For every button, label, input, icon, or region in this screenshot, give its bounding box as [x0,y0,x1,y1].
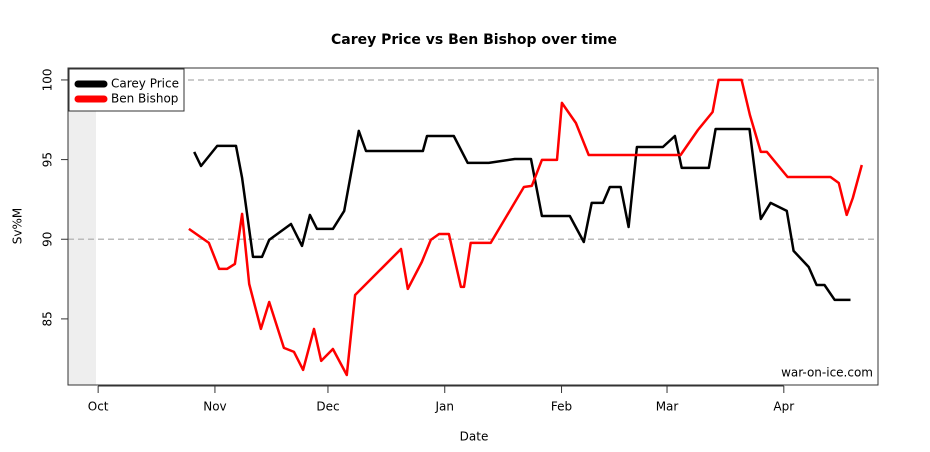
x-tick-label: Nov [203,400,226,414]
chart-title: Carey Price vs Ben Bishop over time [331,32,617,48]
series-line [193,127,851,302]
x-tick-label: Oct [88,400,109,414]
x-tick-label: Dec [316,400,339,414]
plot-frame [67,67,879,386]
x-tick-label: Jan [434,400,454,414]
y-tick-label: 90 [41,232,55,247]
legend-box [68,68,185,112]
y-tick-label: 85 [41,311,55,326]
x-tick-label: Feb [551,400,572,414]
x-tick-label: Apr [773,400,794,414]
annotation: war-on-ice.com [781,366,873,380]
legend-label: Ben Bishop [111,92,178,106]
y-tick-label: 100 [41,68,55,91]
y-tick-label: 95 [41,152,55,167]
series-line [188,78,864,377]
shaded-region [68,68,96,385]
y-axis-label: Sv%M [11,208,25,244]
x-axis-label: Date [460,430,489,444]
legend-label: Carey Price [111,77,179,91]
x-tick-label: Mar [656,400,679,414]
